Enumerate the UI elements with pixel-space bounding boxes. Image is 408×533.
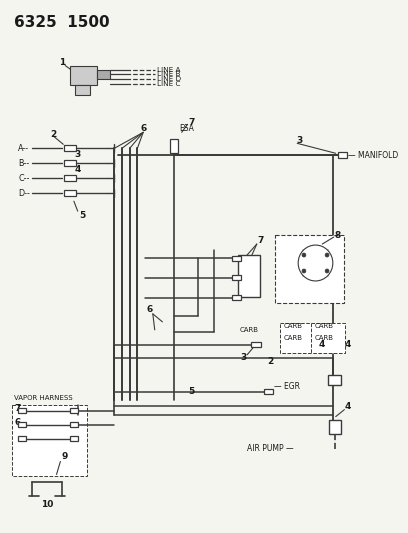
Bar <box>64 160 76 166</box>
Text: 7: 7 <box>188 118 195 127</box>
Bar <box>280 323 345 353</box>
Text: 1: 1 <box>59 58 65 67</box>
Text: 3: 3 <box>296 136 302 145</box>
Text: CARB: CARB <box>239 327 258 333</box>
Text: 5: 5 <box>80 211 86 220</box>
Bar <box>170 139 178 154</box>
Text: 9: 9 <box>61 452 67 461</box>
Text: AIR PUMP —: AIR PUMP — <box>247 444 294 453</box>
Text: 5: 5 <box>188 387 195 396</box>
Text: 3: 3 <box>240 353 246 362</box>
Bar <box>70 408 78 413</box>
Bar <box>239 255 259 297</box>
Text: 7: 7 <box>15 404 21 413</box>
Bar <box>12 405 87 477</box>
Text: D--: D-- <box>18 189 30 198</box>
Text: 6325  1500: 6325 1500 <box>14 15 110 30</box>
Bar <box>64 190 76 196</box>
Bar <box>251 342 261 348</box>
Bar <box>18 408 26 413</box>
Bar <box>70 436 78 441</box>
Bar <box>64 146 76 151</box>
Bar <box>18 422 26 427</box>
Bar <box>232 276 242 280</box>
Text: — EGR: — EGR <box>274 382 300 391</box>
Text: LINE D: LINE D <box>157 77 181 83</box>
Bar <box>275 235 344 303</box>
Bar <box>18 436 26 441</box>
Bar <box>75 85 90 95</box>
Text: 6: 6 <box>140 124 146 133</box>
Text: B--: B-- <box>18 159 29 168</box>
Text: CARB: CARB <box>315 323 333 329</box>
Text: A--: A-- <box>18 144 29 153</box>
Text: 8: 8 <box>335 231 341 239</box>
Circle shape <box>325 253 329 257</box>
Bar <box>328 375 341 385</box>
Text: 4: 4 <box>344 402 350 411</box>
Bar <box>64 175 76 181</box>
Text: CARB: CARB <box>284 323 303 329</box>
Circle shape <box>325 269 329 273</box>
Bar <box>70 66 97 85</box>
Bar <box>232 255 242 261</box>
Text: — MANIFOLD: — MANIFOLD <box>348 151 399 160</box>
Text: 4: 4 <box>344 340 350 349</box>
Bar <box>232 295 242 301</box>
Text: VAPOR HARNESS: VAPOR HARNESS <box>14 394 73 401</box>
Bar <box>338 152 347 158</box>
Text: 4: 4 <box>75 165 81 174</box>
Text: CARB: CARB <box>284 335 303 341</box>
Text: ESA: ESA <box>179 124 194 133</box>
Circle shape <box>302 253 306 257</box>
Text: 6: 6 <box>15 418 21 427</box>
Text: LINE A: LINE A <box>157 67 180 72</box>
Bar <box>264 389 273 394</box>
Circle shape <box>302 269 306 273</box>
Text: 2: 2 <box>267 357 273 366</box>
Bar <box>97 69 111 79</box>
Bar <box>70 422 78 427</box>
Text: 4: 4 <box>319 340 326 349</box>
Text: LINE B: LINE B <box>157 70 180 77</box>
Text: 10: 10 <box>41 500 53 509</box>
Text: 7: 7 <box>257 236 264 245</box>
Bar <box>329 419 341 433</box>
Text: 3: 3 <box>75 150 81 159</box>
Text: 2: 2 <box>51 130 57 139</box>
Text: CARB: CARB <box>315 335 333 341</box>
Text: LINE C: LINE C <box>157 82 180 87</box>
Circle shape <box>298 245 333 281</box>
Text: C--: C-- <box>18 174 29 183</box>
Text: 6: 6 <box>147 305 153 314</box>
